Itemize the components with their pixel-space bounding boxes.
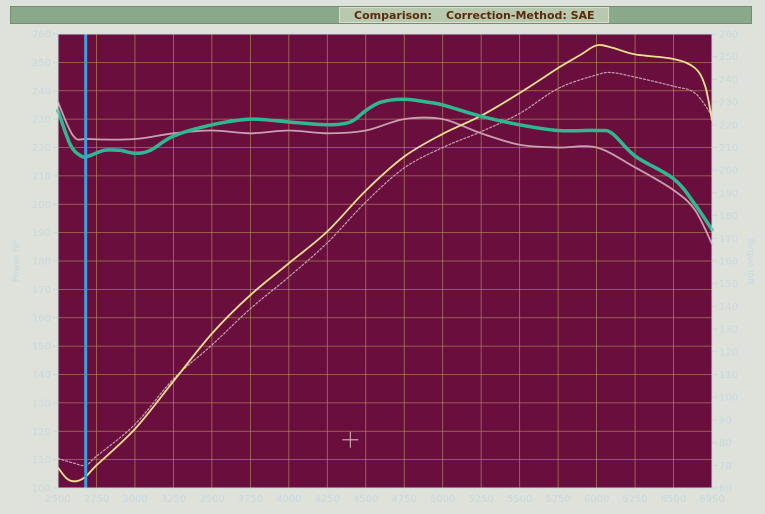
x-tick-label: 6000 bbox=[584, 494, 609, 505]
y-left-tick-label: 130 bbox=[32, 398, 51, 409]
x-tick-label: 4500 bbox=[353, 494, 378, 505]
y-right-tick-label: 100 bbox=[719, 393, 738, 404]
y-right-tick-label: 230 bbox=[719, 98, 738, 109]
y-right-tick-label: 150 bbox=[719, 279, 738, 290]
title-bar: Comparison: Correction-Method: SAE bbox=[10, 6, 752, 24]
y-left-tick-label: 110 bbox=[32, 455, 51, 466]
y-right-axis-title: Torque lbft bbox=[745, 236, 755, 285]
x-tick-label: 3000 bbox=[122, 494, 147, 505]
y-left-tick-label: 220 bbox=[32, 143, 51, 154]
y-left-tick-label: 170 bbox=[32, 285, 51, 296]
y-right-tick-label: 60 bbox=[719, 484, 732, 495]
y-left-tick-label: 120 bbox=[32, 427, 51, 438]
x-tick-label: 6950 bbox=[699, 494, 724, 505]
y-left-tick-label: 250 bbox=[32, 58, 51, 69]
y-left-tick-label: 100 bbox=[32, 484, 51, 495]
comparison-label: Comparison: bbox=[354, 9, 432, 22]
y-left-tick-label: 200 bbox=[32, 200, 51, 211]
x-tick-label: 3250 bbox=[161, 494, 186, 505]
y-left-tick-label: 210 bbox=[32, 171, 51, 182]
y-right-tick-label: 80 bbox=[719, 438, 732, 449]
y-right-tick-label: 90 bbox=[719, 415, 732, 426]
power-compare-line bbox=[57, 101, 713, 245]
y-left-tick-label: 140 bbox=[32, 370, 51, 381]
x-tick-label: 4750 bbox=[392, 494, 417, 505]
y-right-tick-label: 200 bbox=[719, 166, 738, 177]
y-right-tick-label: 250 bbox=[719, 52, 738, 63]
title-box: Comparison: Correction-Method: SAE bbox=[339, 7, 609, 23]
x-tick-label: 3500 bbox=[199, 494, 224, 505]
x-tick-label: 6500 bbox=[661, 494, 686, 505]
x-tick-label: 4000 bbox=[276, 494, 301, 505]
y-left-axis-title: Power HP bbox=[12, 239, 22, 282]
x-tick-label: 5250 bbox=[468, 494, 493, 505]
y-right-tick-label: 180 bbox=[719, 211, 738, 222]
x-tick-label: 5000 bbox=[430, 494, 455, 505]
torque-compare-line bbox=[57, 71, 713, 467]
y-right-tick-label: 120 bbox=[719, 347, 738, 358]
y-right-tick-label: 190 bbox=[719, 188, 738, 199]
plot-border bbox=[57, 33, 713, 489]
y-right-tick-label: 260 bbox=[719, 30, 738, 41]
x-tick-label: 3750 bbox=[238, 494, 263, 505]
y-right-tick-label: 140 bbox=[719, 302, 738, 313]
x-tick-label: 4250 bbox=[315, 494, 340, 505]
x-tick-label: 2500 bbox=[45, 494, 70, 505]
dyno-chart: 2500 2750 3000 3250 3500 3750 4000 4250 4500 4750… bbox=[10, 26, 755, 508]
y-right-tick-label: 160 bbox=[719, 257, 738, 268]
x-tick-label: 5500 bbox=[507, 494, 532, 505]
y-left-tick-label: 260 bbox=[32, 30, 51, 41]
y-right-tick-label: 70 bbox=[719, 461, 732, 472]
y-right-tick-label: 130 bbox=[719, 325, 738, 336]
y-left-tick-label: 240 bbox=[32, 86, 51, 97]
y-left-tick-label: 180 bbox=[32, 257, 51, 268]
torque-current-line bbox=[57, 44, 713, 483]
y-left-tick-label: 150 bbox=[32, 342, 51, 353]
y-right-tick-label: 110 bbox=[719, 370, 738, 381]
y-right-tick-label: 170 bbox=[719, 234, 738, 245]
y-left-tick-label: 230 bbox=[32, 115, 51, 126]
y-right-tick-label: 210 bbox=[719, 143, 738, 154]
y-left-tick-label: 190 bbox=[32, 228, 51, 239]
y-right-tick-label: 240 bbox=[719, 75, 738, 86]
x-tick-label: 2750 bbox=[84, 494, 109, 505]
x-tick-label: 6250 bbox=[622, 494, 647, 505]
dyno-chart-svg: 2500 2750 3000 3250 3500 3750 4000 4250 4500 4750… bbox=[12, 30, 755, 506]
y-left-tick-label: 160 bbox=[32, 313, 51, 324]
correction-method-label: Correction-Method: SAE bbox=[446, 9, 595, 22]
power-current-line bbox=[56, 97, 714, 232]
x-tick-label: 5750 bbox=[545, 494, 570, 505]
y-right-tick-label: 220 bbox=[719, 120, 738, 131]
